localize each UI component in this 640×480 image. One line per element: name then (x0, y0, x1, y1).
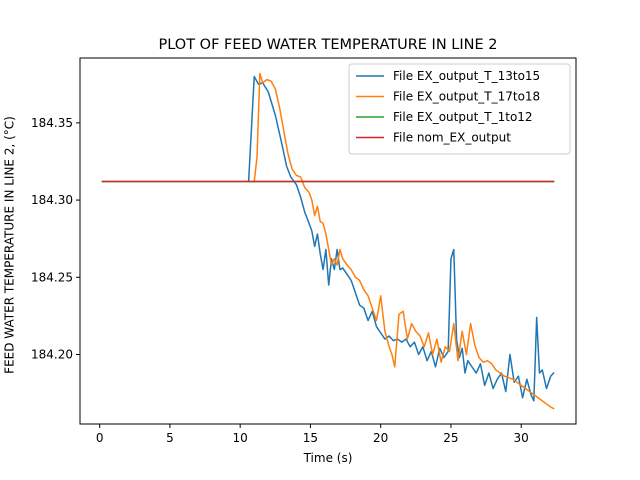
x-tick-label: 5 (166, 431, 174, 445)
legend-label: File EX_output_T_17to18 (393, 90, 540, 104)
x-tick-label: 20 (373, 431, 388, 445)
x-tick-label: 10 (233, 431, 248, 445)
legend-label: File nom_EX_output (393, 131, 511, 145)
legend-label: File EX_output_T_13to15 (393, 69, 540, 83)
legend-box (348, 63, 571, 155)
y-tick-label: 184.30 (31, 193, 73, 207)
x-tick-label: 30 (514, 431, 529, 445)
y-axis-label: FEED WATER TEMPERATURE IN LINE 2, (°C) (3, 116, 17, 374)
x-axis-label: Time (s) (303, 451, 353, 465)
y-tick-label: 184.25 (31, 270, 73, 284)
x-tick-label: 25 (443, 431, 458, 445)
x-tick-label: 15 (303, 431, 318, 445)
plot-frame (79, 57, 577, 425)
legend-label: File EX_output_T_1to12 (393, 110, 533, 124)
y-tick-label: 184.35 (31, 116, 73, 130)
series-line-2 (253, 72, 555, 410)
x-axis: 0 5 10 15 20 25 30 (96, 424, 529, 445)
series-layer (101, 72, 555, 410)
y-tick-label: 184.20 (31, 348, 73, 362)
series-line-1 (246, 75, 555, 402)
chart-title: PLOT OF FEED WATER TEMPERATURE IN LINE 2 (159, 37, 498, 53)
legend: File EX_output_T_13to15 File EX_output_T_… (348, 63, 571, 155)
y-axis: 184.20 184.25 184.30 184.35 (31, 116, 80, 362)
x-tick-label: 0 (96, 431, 104, 445)
